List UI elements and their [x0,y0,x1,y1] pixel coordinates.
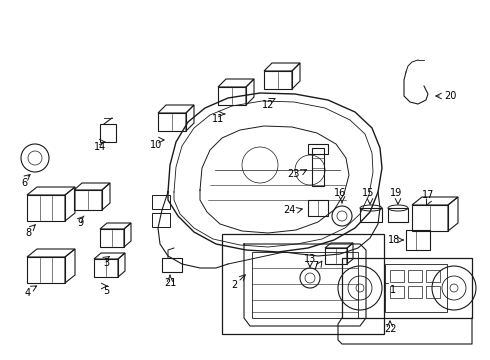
Text: 14: 14 [94,142,106,152]
Bar [406,230,430,250]
Text: 1: 1 [390,285,396,295]
Text: 22: 22 [384,324,396,334]
Bar [308,200,328,216]
Bar [426,286,440,298]
Bar [325,248,347,264]
Text: 10: 10 [150,140,162,150]
Bar [264,71,292,89]
Bar [152,195,170,209]
Text: 23: 23 [288,169,300,179]
Bar [74,190,102,210]
Bar [308,144,328,154]
Bar [412,205,448,231]
Text: 7: 7 [312,261,318,271]
Bar [312,148,324,186]
Bar [222,234,384,334]
Text: 3: 3 [103,258,109,268]
Text: 17: 17 [422,190,434,200]
Bar [408,286,422,298]
Text: 20: 20 [444,91,456,101]
Text: 12: 12 [262,100,274,110]
Bar [162,258,182,272]
Text: 13: 13 [304,254,316,264]
Bar [390,286,404,298]
Bar [158,113,186,131]
Text: 9: 9 [77,218,83,228]
Bar [360,208,382,222]
Bar [94,259,118,277]
Bar [342,258,472,318]
Bar [388,208,408,222]
Bar [100,229,124,247]
Text: 18: 18 [388,235,400,245]
Text: 2: 2 [231,280,237,290]
Text: 21: 21 [164,278,176,288]
Text: 5: 5 [103,286,109,296]
Bar [426,270,440,282]
Text: 16: 16 [334,188,346,198]
Bar [27,195,65,221]
Bar [27,257,65,283]
Text: 4: 4 [25,288,31,298]
Text: 8: 8 [25,228,31,238]
Bar [152,213,170,227]
Text: 11: 11 [212,114,224,124]
Text: 24: 24 [284,205,296,215]
Text: 15: 15 [362,188,374,198]
Bar [100,124,116,142]
Bar [408,270,422,282]
Text: 6: 6 [21,178,27,188]
Text: 19: 19 [390,188,402,198]
Bar [252,252,358,318]
Bar [385,264,447,312]
Bar [390,270,404,282]
Bar [218,87,246,105]
